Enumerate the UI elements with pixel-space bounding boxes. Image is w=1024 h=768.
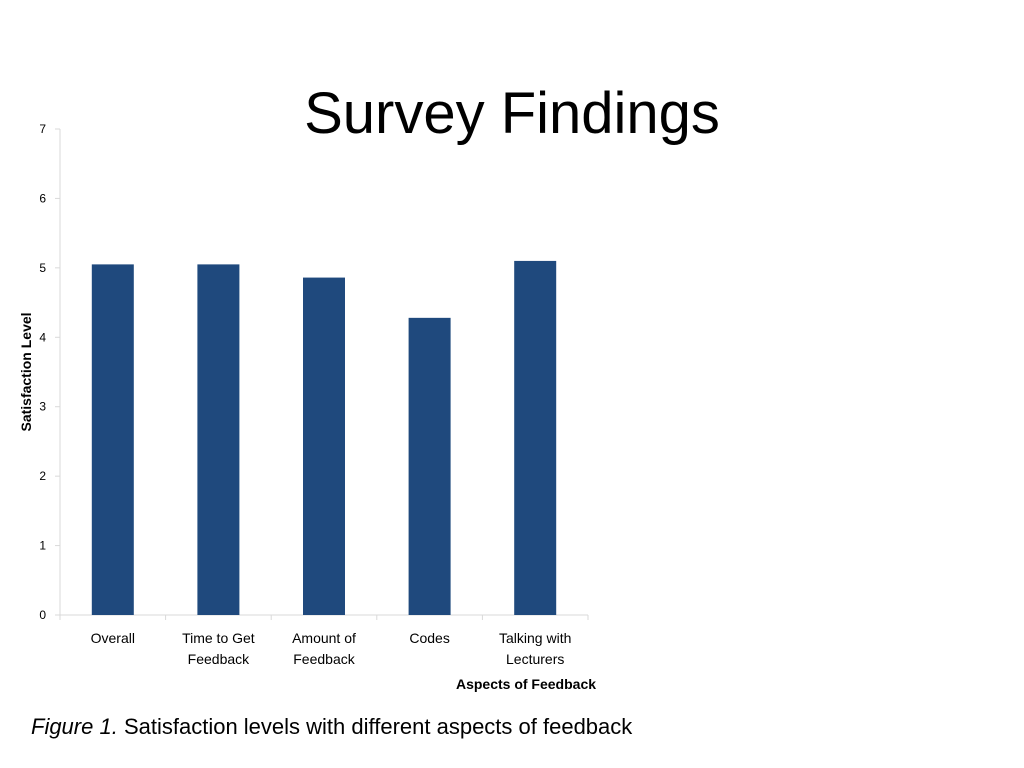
x-tick-label: Overall bbox=[91, 630, 135, 646]
y-tick-label: 4 bbox=[39, 330, 46, 344]
bar bbox=[303, 277, 345, 615]
y-tick-label: 6 bbox=[39, 191, 46, 205]
x-axis-title: Aspects of Feedback bbox=[456, 676, 596, 692]
bar bbox=[197, 264, 240, 615]
y-axis-title: Satisfaction Level bbox=[18, 312, 34, 431]
figure-caption-text: Satisfaction levels with different aspec… bbox=[123, 714, 633, 739]
y-tick-label: 1 bbox=[39, 539, 46, 553]
y-tick-label: 5 bbox=[39, 261, 46, 275]
x-tick-label: Talking with Lecturers bbox=[499, 630, 571, 667]
slide-title: Survey Findings bbox=[304, 81, 720, 146]
bar bbox=[514, 260, 557, 615]
y-tick-label: 3 bbox=[39, 400, 46, 414]
bar bbox=[91, 264, 134, 615]
x-tick-label: Codes bbox=[409, 630, 449, 646]
x-tick-label: Amount of Feedback bbox=[292, 630, 356, 667]
y-tick-label: 2 bbox=[39, 469, 46, 483]
figure-label: Figure 1. bbox=[31, 714, 118, 739]
x-tick-label: Time to Get Feedback bbox=[182, 630, 255, 667]
y-tick-label: 7 bbox=[39, 122, 46, 136]
figure-caption: Figure 1. Satisfaction levels with diffe… bbox=[31, 714, 632, 740]
bar bbox=[408, 317, 451, 615]
y-tick-label: 0 bbox=[39, 608, 46, 622]
